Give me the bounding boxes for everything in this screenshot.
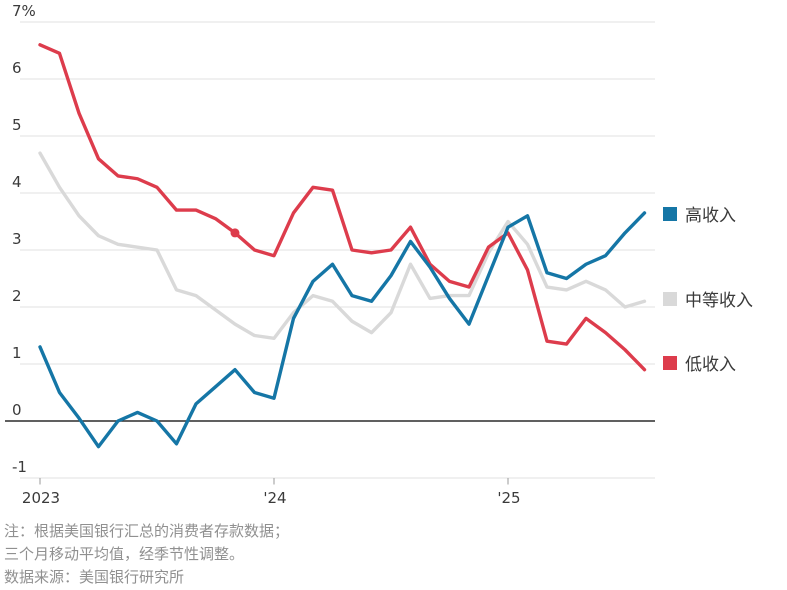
footnotes: 注：根据美国银行汇总的消费者存款数据； 三个月移动平均值，经季节性调整。 数据来… xyxy=(4,520,289,589)
y-axis-label: 4 xyxy=(12,173,22,191)
footnote-line-1: 注：根据美国银行汇总的消费者存款数据； xyxy=(4,522,290,540)
footnote-line-2: 三个月移动平均值，经季节性调整。 xyxy=(4,545,245,563)
y-axis-label: 7% xyxy=(12,2,36,20)
legend-item-middle-income: 中等收入 xyxy=(663,286,753,311)
y-axis-label: 0 xyxy=(12,401,22,419)
series-line-高收入 xyxy=(38,211,647,449)
legend-swatch-high-income-icon xyxy=(663,206,677,221)
footnote-source: 数据来源：美国银行研究所 xyxy=(4,568,185,586)
y-axis-label: 2 xyxy=(12,287,22,305)
y-axis-label: 6 xyxy=(12,59,22,77)
y-axis-label: 5 xyxy=(12,116,22,134)
y-axis-label: 3 xyxy=(12,230,22,248)
legend-label-high-income: 高收入 xyxy=(685,206,736,226)
x-axis-label: '24 xyxy=(263,489,286,507)
series-line-中等收入 xyxy=(38,151,647,341)
legend-label-low-income: 低收入 xyxy=(685,355,736,375)
legend-item-low-income: 低收入 xyxy=(663,350,736,375)
y-axis-label: -1 xyxy=(12,458,27,476)
x-axis-label: '25 xyxy=(497,489,520,507)
legend-label-middle-income: 中等收入 xyxy=(685,291,753,311)
x-axis-label: 2023 xyxy=(22,489,60,507)
highlight-dot xyxy=(230,228,240,238)
legend-item-high-income: 高收入 xyxy=(663,201,736,226)
legend-swatch-middle-income-icon xyxy=(663,291,677,306)
legend-swatch-low-income-icon xyxy=(663,355,677,370)
series-line-低收入 xyxy=(38,43,647,372)
y-axis-label: 1 xyxy=(12,344,22,362)
